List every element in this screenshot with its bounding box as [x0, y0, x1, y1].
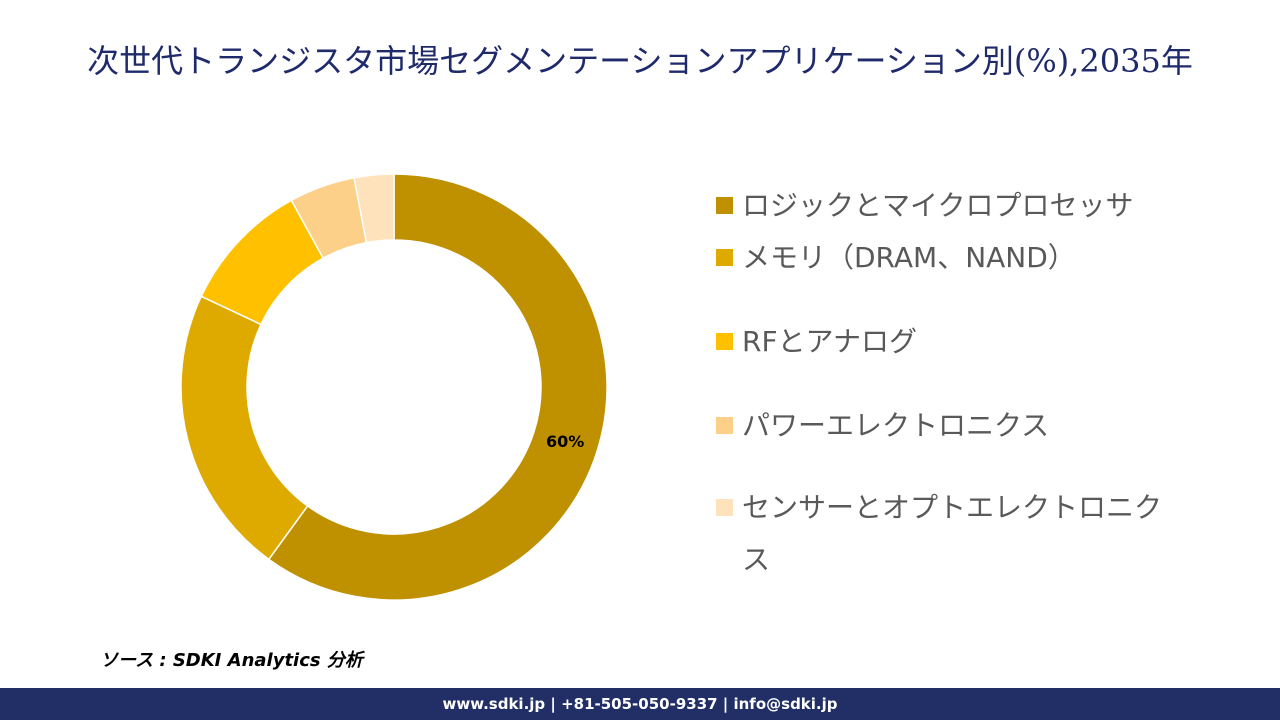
donut-segment [180, 295, 309, 561]
data-label: 60% [546, 432, 584, 451]
legend-label: メモリ（DRAM、NAND） [742, 241, 1076, 274]
donut-segment [353, 173, 395, 244]
legend-swatch [716, 333, 733, 350]
legend-label: ロジックとマイクロプロセッサ [742, 189, 1134, 222]
legend-swatch [716, 249, 733, 266]
donut-segment [267, 173, 608, 601]
legend-swatch [716, 417, 733, 434]
chart-title: 次世代トランジスタ市場セグメンテーションアプリケーション別(%),2035年 [87, 42, 1193, 80]
legend-item: RFとアナログ [716, 316, 1166, 368]
legend-swatch [716, 499, 733, 516]
legend-item: ロジックとマイクロプロセッサ [716, 180, 1166, 232]
legend-item: メモリ（DRAM、NAND） [716, 232, 1166, 284]
legend-label: RFとアナログ [742, 325, 918, 358]
legend-item: パワーエレクトロニクス [716, 400, 1166, 452]
legend-label: センサーとオプトエレクトロニクス [742, 491, 1163, 576]
source: ソース : SDKI Analytics 分析 [100, 650, 363, 671]
footer: www.sdki.jp | +81-505-050-9337 | info@sd… [0, 688, 1280, 720]
legend-label: パワーエレクトロニクス [742, 409, 1050, 442]
legend-item: センサーとオプトエレクトロニクス [716, 482, 1166, 586]
chart: 60% [180, 173, 608, 601]
legend-swatch [716, 197, 733, 214]
legend: ロジックとマイクロプロセッサ メモリ（DRAM、NAND） RFとアナログパワーエレ… [716, 180, 1166, 618]
